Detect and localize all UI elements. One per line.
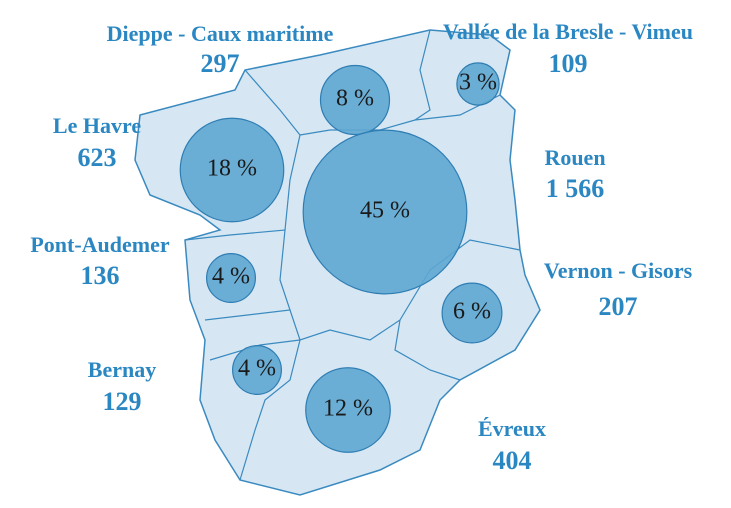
region-count: 1 566: [546, 174, 605, 203]
share-label: 3 %: [459, 70, 497, 96]
region-name: Le Havre: [53, 113, 141, 138]
region-name: Bernay: [88, 357, 156, 382]
region-name: Évreux: [478, 416, 546, 441]
region-count: 136: [81, 261, 120, 290]
region-count: 404: [493, 446, 532, 475]
region-name: Rouen: [544, 145, 605, 170]
region-name: Vallée de la Bresle - Vimeu: [443, 19, 693, 44]
share-label: 12 %: [323, 396, 373, 422]
share-bubble: [232, 345, 283, 396]
share-label: 4 %: [212, 264, 250, 290]
share-bubble: [179, 117, 285, 223]
share-bubble: [319, 64, 391, 136]
share-label: 45 %: [360, 198, 410, 224]
share-label: 6 %: [453, 299, 491, 325]
region-count: 129: [103, 387, 142, 416]
share-bubble: [441, 282, 503, 344]
region-count: 109: [549, 49, 588, 78]
share-bubble: [302, 129, 468, 295]
region-name: Pont-Audemer: [30, 232, 170, 257]
share-label: 18 %: [207, 156, 257, 182]
region-count: 623: [78, 143, 117, 172]
region-name: Vernon - Gisors: [544, 258, 693, 283]
share-label: 8 %: [336, 86, 374, 112]
region-count: 207: [599, 292, 638, 321]
share-bubble: [456, 62, 500, 106]
share-bubble: [206, 253, 257, 304]
share-label: 4 %: [238, 356, 276, 382]
region-count: 297: [201, 49, 240, 78]
region-name: Dieppe - Caux maritime: [107, 21, 334, 46]
inner-borders: [184, 29, 521, 481]
share-bubble: [305, 367, 391, 453]
